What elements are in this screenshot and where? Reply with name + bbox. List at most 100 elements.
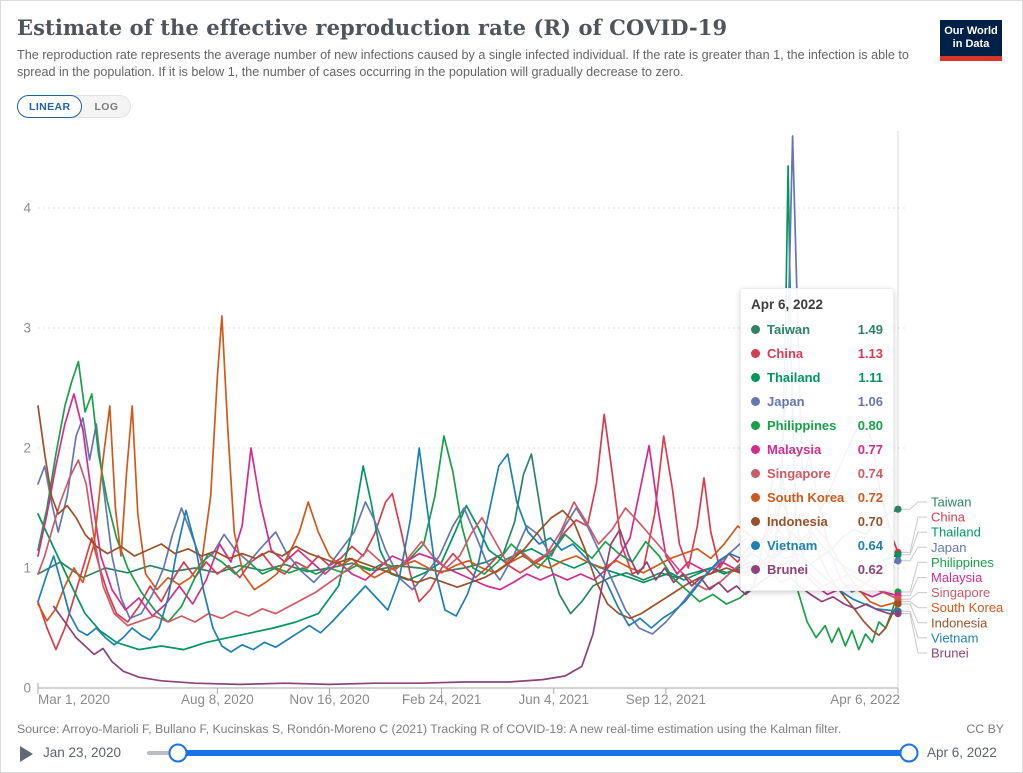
x-axis-tick-label: Apr 6, 2022 bbox=[830, 692, 900, 707]
timeline-end-handle[interactable] bbox=[899, 743, 919, 763]
entity-label-leader-line bbox=[901, 546, 927, 562]
entity-label-leader-line bbox=[901, 501, 927, 510]
y-axis-tick-label: 4 bbox=[23, 201, 31, 216]
x-axis-tick-label: Mar 1, 2020 bbox=[38, 692, 110, 707]
tooltip-series-value: 0.64 bbox=[857, 537, 883, 553]
entity-label-leader-line bbox=[901, 592, 927, 600]
tooltip-row: Indonesia 0.70 bbox=[751, 509, 883, 533]
series-color-dot-icon bbox=[751, 516, 760, 526]
tooltip-row: Malaysia 0.77 bbox=[751, 437, 883, 461]
entity-label-leader-line bbox=[901, 610, 927, 639]
entity-label-taiwan[interactable]: Taiwan bbox=[931, 495, 971, 510]
tooltip-series-name: Brunei bbox=[767, 561, 809, 577]
series-endpoint-japan bbox=[894, 557, 902, 565]
entity-label-indonesia[interactable]: Indonesia bbox=[931, 615, 988, 630]
tooltip-series-value: 0.80 bbox=[857, 417, 883, 433]
tooltip-row: Vietnam 0.64 bbox=[751, 533, 883, 557]
series-line-philippines bbox=[37, 360, 899, 651]
series-endpoint-thailand bbox=[894, 551, 902, 559]
series-color-dot-icon bbox=[751, 348, 760, 358]
entity-label-leader-line bbox=[901, 516, 927, 553]
entity-label-leader-line bbox=[901, 603, 927, 624]
owid-logo-line2: in Data bbox=[952, 38, 990, 50]
timeline-track[interactable] bbox=[147, 743, 919, 763]
tooltip-series-value: 1.49 bbox=[857, 321, 883, 337]
license-link[interactable]: CC BY bbox=[966, 722, 1004, 736]
tooltip-series-value: 0.77 bbox=[857, 441, 883, 457]
log-scale-button[interactable]: LOG bbox=[82, 98, 130, 116]
series-endpoint-indonesia bbox=[894, 600, 902, 608]
tooltip-row: Singapore 0.74 bbox=[751, 461, 883, 485]
timeline-selected-range bbox=[178, 750, 909, 756]
linear-scale-button[interactable]: LINEAR bbox=[17, 95, 83, 118]
timeline-start-label: Jan 23, 2020 bbox=[43, 745, 122, 760]
x-axis-tick-label: Sep 12, 2021 bbox=[626, 692, 706, 707]
line-chart-plot[interactable]: 0 1 2 3 4 Mar 1, 2020 Aug 8, 2020 Nov 16, 2020 F… bbox=[1, 1, 1023, 716]
series-color-dot-icon bbox=[751, 564, 760, 574]
tooltip-series-name: Philippines bbox=[767, 417, 837, 433]
series-color-dot-icon bbox=[751, 420, 760, 430]
y-axis-tick-label: 1 bbox=[23, 561, 31, 576]
x-axis-tick-label: Jun 4, 2021 bbox=[518, 692, 589, 707]
entity-label-thailand[interactable]: Thailand bbox=[931, 525, 981, 540]
entity-label-singapore[interactable]: Singapore bbox=[931, 585, 990, 600]
tooltip-series-name: South Korea bbox=[767, 489, 845, 505]
tooltip-row: Taiwan 1.49 bbox=[751, 317, 883, 341]
tooltip-series-value: 0.72 bbox=[857, 489, 883, 505]
entity-label-leader-line bbox=[901, 613, 927, 654]
entity-label-south-korea[interactable]: South Korea bbox=[931, 600, 1004, 615]
series-color-dot-icon bbox=[751, 324, 760, 334]
tooltip-series-name: China bbox=[767, 345, 804, 361]
owid-logo-line1: Our World bbox=[944, 25, 998, 37]
entity-label-china[interactable]: China bbox=[931, 510, 966, 525]
series-color-dot-icon bbox=[751, 540, 760, 550]
timeline-control: Jan 23, 2020 Apr 6, 2022 bbox=[17, 740, 1006, 768]
entity-label-leader-line bbox=[901, 601, 927, 609]
entity-label-brunei[interactable]: Brunei bbox=[931, 646, 969, 661]
chart-header: Estimate of the effective reproduction r… bbox=[17, 15, 927, 82]
play-icon[interactable] bbox=[20, 746, 33, 762]
x-axis-tick-label: Feb 24, 2021 bbox=[402, 692, 482, 707]
tooltip-series-name: Taiwan bbox=[767, 321, 811, 337]
scale-toggle: LINEAR LOG bbox=[17, 95, 132, 118]
x-axis-tick-label: Aug 8, 2020 bbox=[181, 692, 254, 707]
series-color-dot-icon bbox=[751, 444, 760, 454]
tooltip-series-value: 0.74 bbox=[857, 465, 883, 481]
tooltip-series-name: Malaysia bbox=[767, 441, 822, 457]
tooltip-series-value: 0.62 bbox=[857, 561, 883, 577]
timeline-start-handle[interactable] bbox=[168, 743, 188, 763]
entity-label-philippines[interactable]: Philippines bbox=[931, 555, 994, 570]
tooltip-row: South Korea 0.72 bbox=[751, 485, 883, 509]
entity-label-japan[interactable]: Japan bbox=[931, 540, 966, 555]
tooltip-date: Apr 6, 2022 bbox=[751, 297, 824, 312]
series-color-dot-icon bbox=[751, 492, 760, 502]
tooltip-row: China 1.13 bbox=[751, 341, 883, 365]
owid-logo: Our World in Data bbox=[940, 20, 1002, 61]
tooltip-row: Thailand 1.11 bbox=[751, 365, 883, 389]
tooltip-row: Philippines 0.80 bbox=[751, 413, 883, 437]
entity-label-vietnam[interactable]: Vietnam bbox=[931, 630, 978, 645]
tooltip-series-name: Vietnam bbox=[767, 537, 818, 553]
entity-label-malaysia[interactable]: Malaysia bbox=[931, 570, 983, 585]
tooltip-row: Japan 1.06 bbox=[751, 389, 883, 413]
hover-tooltip: Apr 6, 2022 Taiwan 1.49 China 1.13 Thailand 1… bbox=[740, 288, 894, 591]
series-color-dot-icon bbox=[751, 372, 760, 382]
entity-label-leader-line bbox=[901, 577, 927, 597]
page-title: Estimate of the effective reproduction r… bbox=[17, 15, 728, 40]
tooltip-series-name: Japan bbox=[767, 393, 805, 409]
series-endpoint-taiwan bbox=[894, 505, 902, 513]
series-color-dot-icon bbox=[751, 468, 760, 478]
chart-subtitle: The reproduction rate represents the ave… bbox=[17, 48, 909, 80]
entity-label-leader-line bbox=[901, 561, 927, 593]
tooltip-series-name: Thailand bbox=[767, 369, 821, 385]
y-axis-tick-label: 0 bbox=[23, 681, 31, 696]
series-color-dot-icon bbox=[751, 396, 760, 406]
y-axis-tick-label: 2 bbox=[23, 441, 31, 456]
tooltip-series-name: Indonesia bbox=[767, 513, 828, 529]
entity-label-leader-line bbox=[901, 531, 927, 556]
tooltip-series-value: 1.06 bbox=[857, 393, 883, 409]
source-note: Source: Arroyo-Marioli F, Bullano F, Kuc… bbox=[17, 722, 842, 736]
x-axis-tick-label: Nov 16, 2020 bbox=[289, 692, 369, 707]
tooltip-series-value: 1.13 bbox=[857, 345, 883, 361]
